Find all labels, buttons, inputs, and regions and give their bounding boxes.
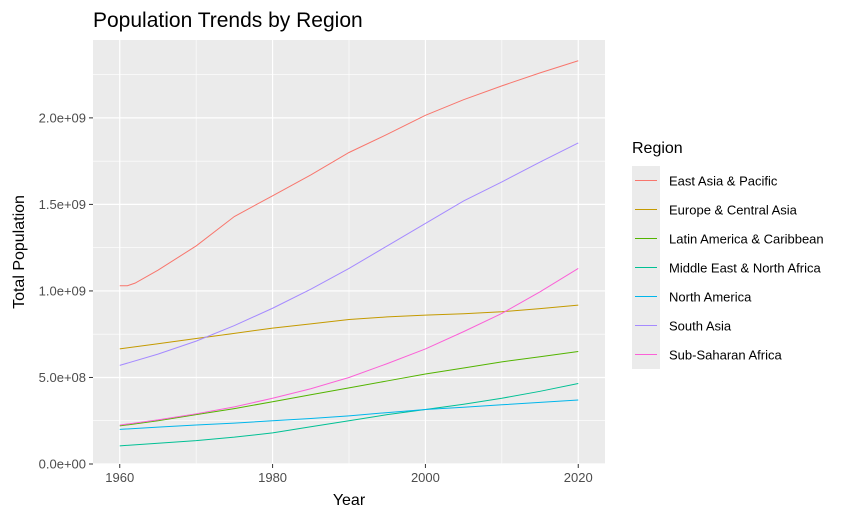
series-line-south-asia	[119, 142, 579, 366]
series-line-north-america	[119, 399, 579, 430]
x-axis-ticks: 1960 1980 2000 2020	[105, 464, 593, 485]
series-lines	[119, 60, 579, 447]
y-axis-ticks: 0.0e+00 5.0e+08 1.0e+09 1.5e+09 2.0e+09	[39, 110, 93, 472]
y-tick-label: 2.0e+09	[39, 110, 86, 125]
x-tick-label: 2020	[564, 470, 593, 485]
series-line-europe-central-asia	[119, 304, 579, 350]
series-line-east-asia-pacific	[119, 60, 579, 287]
y-tick-label: 5.0e+08	[39, 370, 86, 385]
legend-label-latin-america-caribbean: Latin America & Caribbean	[669, 232, 824, 247]
legend-label-east-asia-pacific: East Asia & Pacific	[669, 174, 778, 189]
y-tick-label: 0.0e+00	[39, 457, 86, 472]
legend-label-middle-east-north-africa: Middle East & North Africa	[669, 261, 821, 276]
minor-gridlines	[93, 40, 605, 464]
series-line-sub-saharan-africa	[119, 268, 579, 426]
legend-items: East Asia & Pacific Europe & Central Asia…	[632, 166, 824, 369]
legend-title: Region	[632, 140, 683, 157]
series-line-middle-east-north-africa	[119, 383, 579, 447]
x-tick-label: 1960	[105, 470, 134, 485]
x-axis-label: Year	[333, 492, 366, 509]
y-tick-label: 1.5e+09	[39, 197, 86, 212]
series-line-latin-america-caribbean	[119, 351, 579, 427]
legend-label-south-asia: South Asia	[669, 319, 732, 334]
legend: Region East Asia & Pacific Europe & Centr…	[632, 140, 824, 369]
legend-label-europe-central-asia: Europe & Central Asia	[669, 203, 798, 218]
chart-title: Population Trends by Region	[93, 9, 363, 32]
y-tick-label: 1.0e+09	[39, 283, 86, 298]
x-tick-label: 2000	[411, 470, 440, 485]
legend-label-north-america: North America	[669, 290, 752, 305]
y-axis-label: Total Population	[11, 195, 28, 309]
x-tick-label: 1980	[258, 470, 287, 485]
legend-label-sub-saharan-africa: Sub-Saharan Africa	[669, 348, 783, 363]
